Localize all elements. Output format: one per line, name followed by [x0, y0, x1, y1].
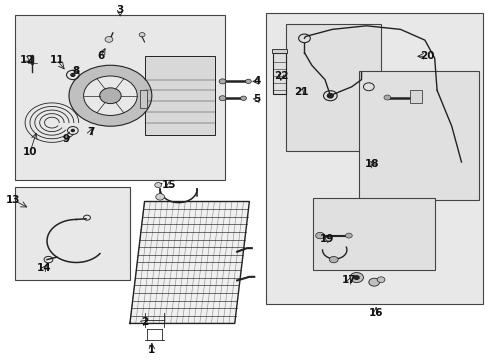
- Circle shape: [71, 130, 74, 132]
- Circle shape: [155, 183, 161, 188]
- Bar: [140, 90, 147, 108]
- Text: 14: 14: [37, 263, 52, 273]
- Circle shape: [368, 278, 379, 286]
- Circle shape: [345, 233, 351, 238]
- Circle shape: [83, 76, 137, 116]
- Text: 22: 22: [273, 71, 288, 81]
- Text: 6: 6: [97, 51, 104, 61]
- Bar: [272, 53, 286, 94]
- Text: 8: 8: [73, 66, 80, 76]
- Text: 7: 7: [87, 127, 94, 136]
- Text: 20: 20: [419, 51, 434, 61]
- Text: 4: 4: [252, 76, 260, 86]
- Text: 21: 21: [294, 87, 308, 97]
- Text: 3: 3: [116, 5, 123, 15]
- Circle shape: [105, 37, 113, 42]
- Text: 15: 15: [162, 180, 176, 190]
- Circle shape: [139, 33, 145, 37]
- Text: 16: 16: [368, 308, 383, 318]
- Text: 9: 9: [63, 134, 70, 144]
- Circle shape: [376, 277, 384, 283]
- Bar: [312, 198, 434, 270]
- Text: 11: 11: [49, 55, 64, 65]
- Circle shape: [349, 273, 363, 283]
- Bar: [15, 187, 130, 280]
- Circle shape: [219, 96, 225, 101]
- Circle shape: [329, 256, 337, 263]
- Circle shape: [383, 95, 390, 100]
- Circle shape: [353, 276, 358, 279]
- Circle shape: [315, 232, 324, 239]
- Circle shape: [327, 94, 332, 98]
- Circle shape: [69, 65, 152, 126]
- Text: 1: 1: [148, 345, 155, 355]
- Text: 10: 10: [22, 147, 37, 157]
- Bar: [409, 90, 422, 103]
- Bar: [266, 13, 483, 304]
- Circle shape: [156, 194, 164, 200]
- Circle shape: [71, 73, 75, 76]
- Circle shape: [240, 96, 246, 100]
- Bar: [271, 49, 287, 53]
- Text: 13: 13: [6, 195, 20, 205]
- Circle shape: [245, 79, 251, 84]
- Text: 18: 18: [364, 159, 379, 169]
- Polygon shape: [130, 202, 249, 323]
- Text: 2: 2: [141, 317, 148, 327]
- Text: 17: 17: [341, 275, 356, 285]
- Bar: [144, 56, 215, 135]
- Bar: [358, 71, 478, 200]
- Circle shape: [100, 88, 121, 104]
- Circle shape: [219, 79, 225, 84]
- Bar: [15, 15, 224, 180]
- Text: 12: 12: [20, 55, 35, 65]
- Text: 5: 5: [253, 94, 260, 104]
- Bar: [285, 24, 380, 151]
- Text: 19: 19: [320, 234, 334, 244]
